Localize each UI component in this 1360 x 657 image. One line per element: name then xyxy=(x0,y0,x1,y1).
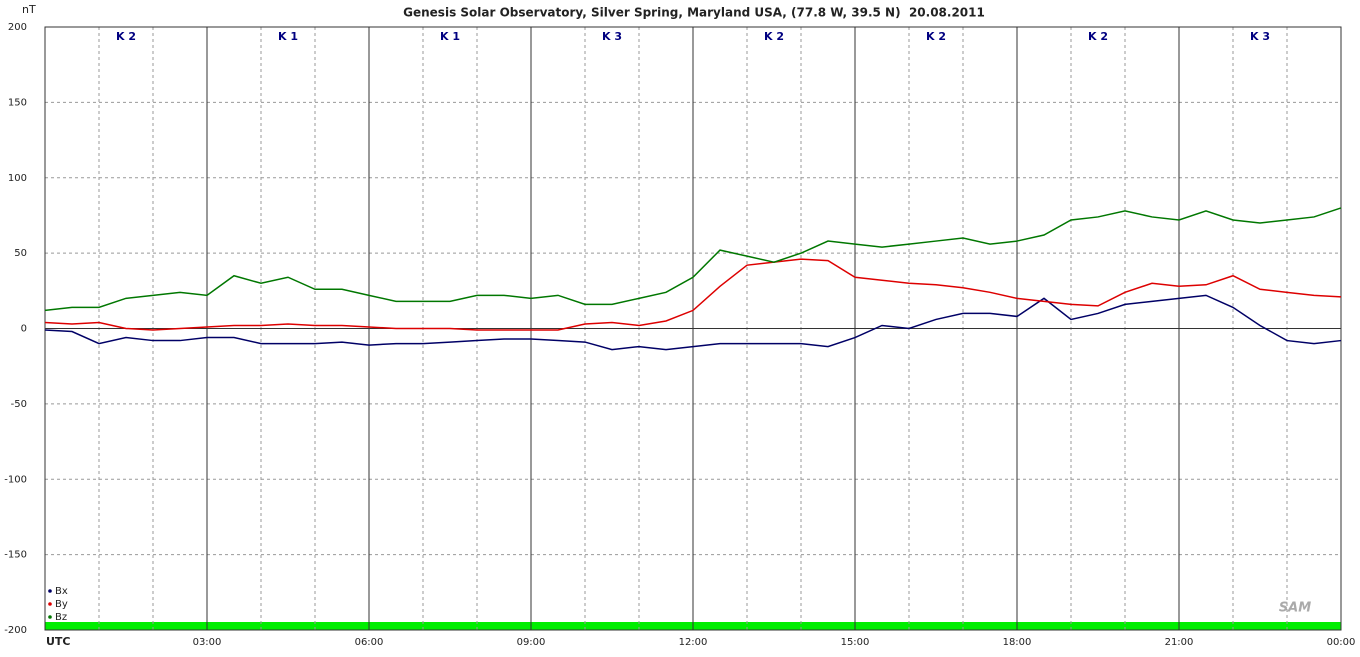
x-tick-label: 03:00 xyxy=(193,637,222,648)
y-tick-label: -100 xyxy=(4,474,27,485)
x-tick-label: 09:00 xyxy=(517,637,546,648)
y-tick-label: 200 xyxy=(8,22,27,33)
y-tick-label: -50 xyxy=(11,399,27,410)
legend-marker xyxy=(48,589,52,593)
legend-marker xyxy=(48,615,52,619)
plot-frame xyxy=(44,26,1342,631)
y-tick-label: -150 xyxy=(4,550,27,561)
k-index-label: K 2 xyxy=(1088,30,1108,43)
y-tick-label: 50 xyxy=(14,248,27,259)
chart-title: Genesis Solar Observatory, Silver Spring… xyxy=(403,6,985,20)
x-tick-label: 18:00 xyxy=(1003,637,1032,648)
x-tick-label: 21:00 xyxy=(1165,637,1194,648)
y-tick-label: 0 xyxy=(21,324,27,335)
legend-label: By xyxy=(55,599,68,610)
logo: SAM xyxy=(1279,601,1311,616)
y-axis-label: nT xyxy=(22,3,36,16)
legend-marker xyxy=(48,602,52,606)
legend-label: Bz xyxy=(55,612,67,623)
k-index-label: K 2 xyxy=(764,30,784,43)
x-tick-label: 15:00 xyxy=(841,637,870,648)
series-line xyxy=(44,294,1342,351)
x-tick-label: 00:00 xyxy=(1327,637,1356,648)
y-tick-label: 150 xyxy=(8,97,27,108)
y-tick-label: 100 xyxy=(8,173,27,184)
k-index-label: K 3 xyxy=(602,30,622,43)
k-index-label: K 1 xyxy=(440,30,460,43)
y-tick-label: -200 xyxy=(4,625,27,636)
k-index-label: K 2 xyxy=(926,30,946,43)
x-axis-label: UTC xyxy=(46,635,71,648)
legend-label: Bx xyxy=(55,586,68,597)
k-index-label: K 2 xyxy=(116,30,136,43)
x-tick-label: 12:00 xyxy=(679,637,708,648)
k-index-label: K 1 xyxy=(278,30,298,43)
series-line xyxy=(44,207,1342,312)
k-index-label: K 3 xyxy=(1250,30,1270,43)
series-line xyxy=(44,258,1342,331)
x-tick-label: 06:00 xyxy=(355,637,384,648)
